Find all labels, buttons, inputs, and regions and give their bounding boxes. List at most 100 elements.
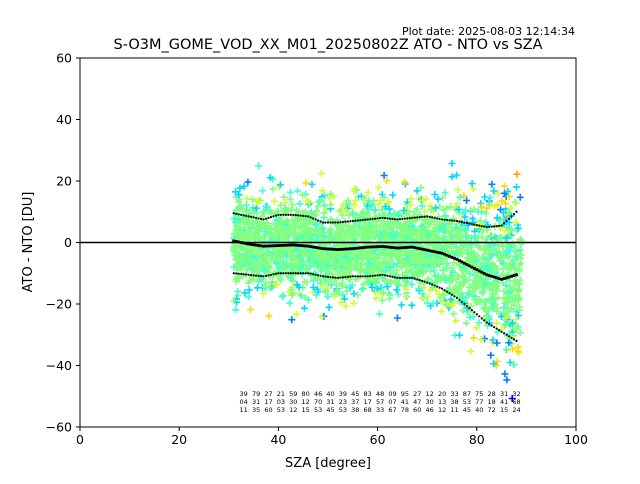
mean-marker	[296, 243, 300, 247]
band-marker	[495, 327, 498, 330]
band-marker	[450, 293, 454, 296]
scatter-point	[296, 200, 304, 208]
band-marker	[264, 217, 268, 220]
mean-marker	[396, 246, 399, 250]
count-label: 32	[512, 390, 520, 398]
band-marker	[324, 221, 327, 224]
band-marker	[259, 274, 263, 278]
scatter-point	[276, 181, 284, 189]
x-tick-label: 0	[76, 432, 84, 447]
band-marker	[267, 274, 270, 277]
scatter-point	[270, 220, 278, 228]
scatter-point	[334, 260, 342, 268]
mean-marker	[244, 242, 248, 245]
scatter-point	[487, 297, 495, 305]
band-marker	[403, 276, 406, 279]
scatter-point	[247, 246, 255, 254]
scatter-point	[431, 256, 439, 263]
scatter-point	[316, 231, 324, 239]
band-marker	[460, 300, 464, 304]
band-marker	[324, 275, 327, 278]
scatter-point	[348, 281, 356, 289]
scatter-point	[261, 228, 269, 236]
y-tick-label: 0	[64, 235, 72, 250]
scatter-point	[431, 191, 439, 198]
band-marker	[396, 276, 399, 279]
count-label: 15	[302, 406, 310, 414]
band-marker	[381, 273, 384, 276]
mean-marker	[281, 243, 285, 247]
scatter-point	[493, 339, 501, 347]
band-marker	[411, 276, 414, 279]
scatter-point	[515, 294, 523, 302]
mean-marker	[428, 249, 432, 253]
scatter-point	[381, 275, 389, 283]
scatter-point	[479, 264, 487, 272]
scatter-point	[421, 207, 429, 215]
scatter-point	[380, 289, 387, 297]
mean-marker	[284, 243, 288, 247]
mean-marker	[371, 245, 375, 249]
band-marker	[483, 225, 486, 228]
band-marker	[448, 292, 451, 295]
band-marker	[309, 272, 312, 275]
y-tick-label: 20	[56, 174, 72, 189]
mean-marker	[336, 248, 340, 251]
scatter-point	[508, 395, 516, 402]
scatter-point	[415, 285, 423, 293]
mean-marker	[316, 246, 320, 250]
band-marker	[376, 217, 379, 220]
mean-marker	[269, 244, 273, 248]
band-marker	[498, 224, 501, 227]
mean-marker	[247, 242, 251, 246]
scatter-point	[270, 197, 278, 205]
band-marker	[232, 272, 235, 275]
scatter-point	[407, 195, 415, 203]
band-marker	[302, 214, 305, 217]
band-marker	[252, 216, 255, 219]
band-marker	[287, 213, 290, 216]
mean-marker	[259, 244, 263, 248]
scatter-point	[277, 220, 285, 228]
scatter-point	[512, 252, 520, 260]
band-marker	[438, 217, 441, 221]
count-label: 04	[240, 398, 248, 406]
band-marker	[359, 275, 362, 278]
scatter-point	[373, 279, 381, 287]
band-marker	[356, 219, 359, 222]
scatter-point	[512, 218, 520, 226]
band-marker	[349, 275, 352, 278]
scatter-point	[467, 347, 475, 355]
mean-marker	[460, 260, 464, 264]
scatter-point	[259, 187, 266, 195]
scatter-point	[341, 230, 349, 238]
count-label: 95	[401, 390, 409, 398]
scatter-point	[501, 299, 509, 307]
scatter-point	[509, 294, 516, 302]
scatter-point	[266, 210, 274, 218]
scatter-point	[261, 283, 269, 291]
band-marker	[423, 280, 426, 283]
band-marker	[403, 217, 406, 220]
scatter-point	[507, 287, 515, 295]
band-marker	[321, 221, 325, 224]
scatter-point	[373, 285, 381, 293]
scatter-point	[494, 279, 502, 287]
band-marker	[460, 220, 464, 224]
count-label: 09	[388, 390, 396, 398]
band-marker	[272, 215, 275, 218]
scatter-point	[350, 201, 358, 209]
mean-marker	[510, 274, 513, 278]
band-marker	[416, 216, 419, 219]
band-marker	[257, 217, 260, 220]
scatter-point	[478, 233, 486, 241]
scatter-point	[238, 244, 246, 252]
band-marker	[440, 287, 444, 290]
scatter-point	[477, 336, 485, 343]
scatter-point	[484, 262, 491, 270]
y-tick-label: 40	[56, 112, 72, 127]
count-label: 37	[351, 398, 359, 406]
scatter-point	[236, 184, 244, 192]
band-marker	[269, 216, 273, 219]
